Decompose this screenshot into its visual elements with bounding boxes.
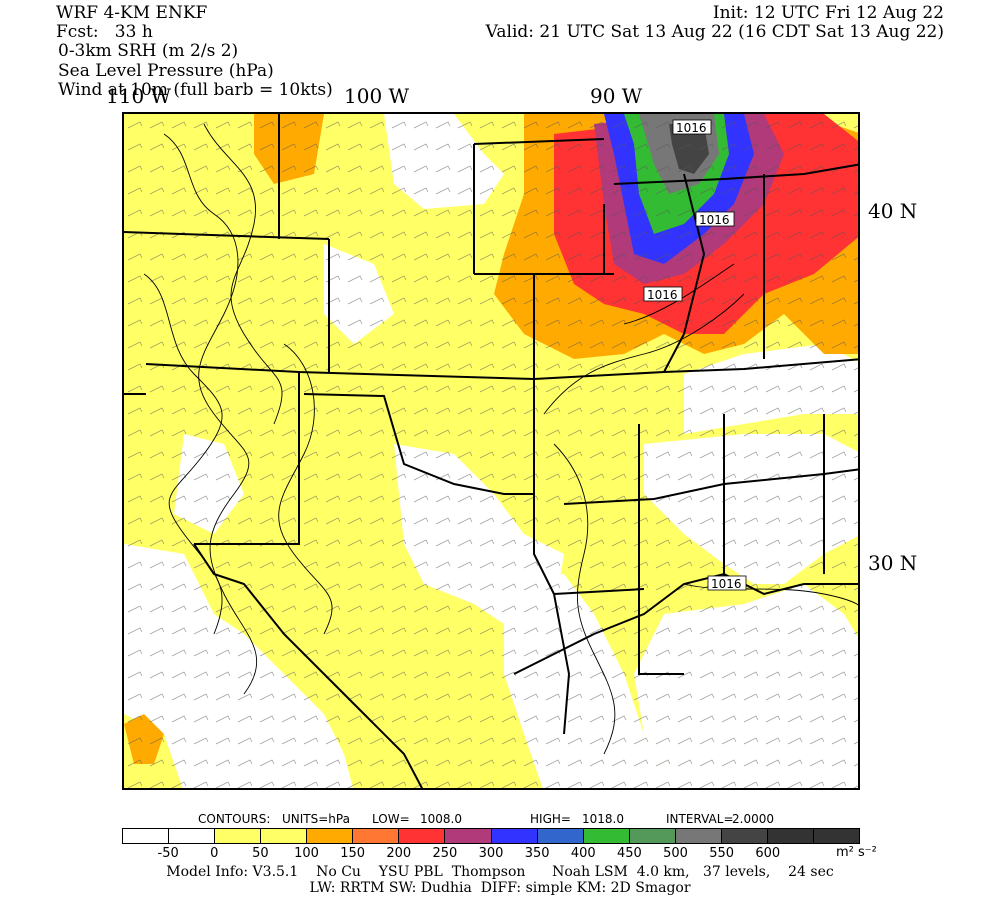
colorbar-segment (123, 829, 170, 843)
isobar-label: 1016 (699, 213, 730, 227)
colorbar-segment (583, 829, 630, 843)
high-value: 1018.0 (582, 812, 624, 826)
isobar-label: 1016 (676, 121, 707, 135)
lon-label-100w: 100 W (344, 84, 410, 108)
lat-label-30n: 30 N (868, 551, 918, 575)
valid-time: Valid: 21 UTC Sat 13 Aug 22 (16 CDT Sat … (485, 22, 944, 42)
wind-barbs-layer (124, 114, 858, 788)
srh-colorbar (122, 828, 860, 844)
colorbar-tick-label: 200 (386, 846, 412, 861)
colorbar-tick-label: 0 (210, 846, 219, 861)
srh-map-panel: 1016 1016 1016 1016 (122, 112, 860, 790)
colorbar-segment (445, 829, 492, 843)
colorbar-segment (629, 829, 676, 843)
field-label-wind: Wind at 10m (full barb = 10kts) (58, 80, 333, 100)
lon-label-110w: 110 W (106, 84, 172, 108)
isobar-label: 1016 (647, 288, 678, 302)
isobar-label-group: 1016 1016 1016 1016 (643, 119, 747, 591)
init-time: Init: 12 UTC Fri 12 Aug 22 (712, 3, 944, 23)
model-info-line: Model Info: V3.5.1 No Cu YSU PBL Thompso… (166, 864, 834, 880)
low-value: 1008.0 (420, 812, 462, 826)
field-label-slp: Sea Level Pressure (hPa) (58, 61, 274, 81)
colorbar-segment (169, 829, 216, 843)
colorbar-tick-label: 150 (340, 846, 366, 861)
colorbar-units: m² s⁻² (836, 845, 877, 860)
colorbar-tick-label: 600 (755, 846, 781, 861)
physics-info-line: LW: RRTM SW: Dudhia DIFF: simple KM: 2D … (309, 880, 691, 896)
colorbar-segment (813, 829, 859, 843)
colorbar-tick-label: 400 (570, 846, 596, 861)
colorbar-segment (767, 829, 814, 843)
low-label: LOW= (372, 812, 410, 826)
isobar-label: 1016 (711, 577, 742, 591)
model-title: WRF 4-KM ENKF (56, 3, 208, 23)
lon-label-90w: 90 W (590, 84, 643, 108)
colorbar-tick-label: 100 (294, 846, 319, 861)
map-canvas: 1016 1016 1016 1016 (124, 114, 858, 788)
colorbar-tick-label: 350 (524, 846, 550, 861)
forecast-hour: Fcst: 33 h (56, 22, 153, 42)
lat-label-40n: 40 N (868, 199, 918, 223)
field-label-srh: 0-3km SRH (m 2/s 2) (58, 41, 239, 61)
colorbar-segment (491, 829, 538, 843)
state-boundaries (124, 114, 858, 788)
interval-label: INTERVAL= (666, 812, 734, 826)
units-label: UNITS=hPa (282, 812, 350, 826)
colorbar-segment (261, 829, 308, 843)
colorbar-segment (307, 829, 354, 843)
colorbar-segment (353, 829, 400, 843)
colorbar-segment (215, 829, 262, 843)
colorbar-tick-label: 250 (432, 846, 458, 861)
colorbar-tick-label: 300 (478, 846, 504, 861)
colorbar-segment (399, 829, 446, 843)
colorbar-segment (721, 829, 768, 843)
colorbar-segment (537, 829, 584, 843)
colorbar-tick-label: 550 (709, 846, 735, 861)
interval-value: 2.0000 (732, 812, 774, 826)
colorbar-tick-label: 500 (663, 846, 688, 861)
colorbar-segment (675, 829, 722, 843)
high-label: HIGH= (530, 812, 571, 826)
colorbar-tick-label: 450 (616, 846, 642, 861)
contours-label: CONTOURS: (198, 812, 271, 826)
colorbar-tick-label: 50 (252, 846, 269, 861)
colorbar-tick-label: -50 (157, 846, 179, 861)
